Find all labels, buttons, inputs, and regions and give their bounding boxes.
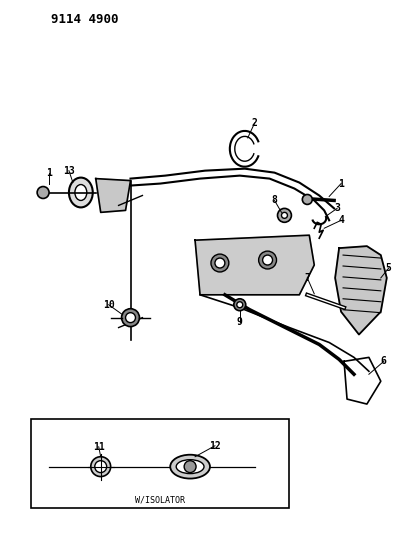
Circle shape <box>125 313 136 322</box>
Text: 1: 1 <box>46 168 52 177</box>
Text: 9: 9 <box>237 317 243 327</box>
Text: 12: 12 <box>209 441 221 451</box>
Polygon shape <box>335 246 387 335</box>
Circle shape <box>37 187 49 198</box>
Text: W/ISOLATOR: W/ISOLATOR <box>135 496 185 505</box>
Text: 5: 5 <box>386 263 392 273</box>
Circle shape <box>234 299 246 311</box>
Circle shape <box>91 457 111 477</box>
Ellipse shape <box>176 459 204 474</box>
Text: 4: 4 <box>338 215 344 225</box>
Ellipse shape <box>170 455 210 479</box>
Text: 9114 4900: 9114 4900 <box>51 13 118 26</box>
Circle shape <box>259 251 277 269</box>
Text: 3: 3 <box>334 204 340 213</box>
Text: 13: 13 <box>63 166 75 176</box>
Polygon shape <box>96 179 131 212</box>
Text: 11: 11 <box>93 442 105 452</box>
Text: 6: 6 <box>381 357 387 366</box>
Circle shape <box>184 461 196 473</box>
Circle shape <box>277 208 291 222</box>
Circle shape <box>211 254 229 272</box>
Circle shape <box>95 461 107 473</box>
Circle shape <box>237 302 243 308</box>
Polygon shape <box>195 235 314 295</box>
Text: 1: 1 <box>338 179 344 189</box>
Text: 2: 2 <box>252 118 258 128</box>
Text: 10: 10 <box>103 300 115 310</box>
Circle shape <box>215 258 225 268</box>
Text: 8: 8 <box>272 196 277 205</box>
Circle shape <box>122 309 139 327</box>
Circle shape <box>282 212 287 219</box>
Text: 7: 7 <box>305 273 310 283</box>
Ellipse shape <box>69 177 93 207</box>
Circle shape <box>302 195 312 205</box>
Bar <box>31 419 289 508</box>
Ellipse shape <box>75 184 87 200</box>
Circle shape <box>263 255 272 265</box>
